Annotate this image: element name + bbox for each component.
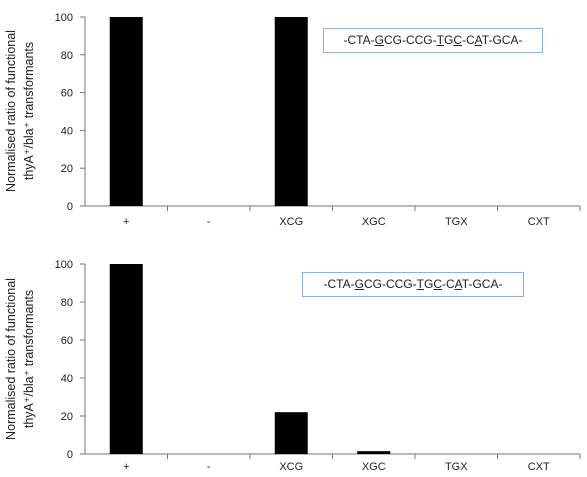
y-tick-label: 100 [55,12,73,24]
sequence-segment: -CTA- [343,33,375,47]
y-tick-label: 80 [61,297,73,309]
x-tick-label: + [123,216,129,228]
chart-bottom: 0 20 40 60 80 100 + - XCG XGC TGX CXT Normalised rat… [0,248,587,477]
sequence-segment: -CTA- [323,277,355,291]
y-tick-label: 60 [61,335,73,347]
sequence-base-underlined: T [436,33,444,47]
sequence-segment: -C [462,33,475,47]
y-tick-label: 60 [61,88,73,100]
y-tick-label: 20 [61,411,73,423]
sequence-segment: -C [442,277,455,291]
y-tick-label: 100 [55,259,73,271]
chart-top-svg: 0 20 40 60 80 100 + - XCG XGC TGX CXT Normalised rat… [4,12,581,228]
sequence-segment: CG-CCG- [383,33,437,47]
sequence-segment: T-GCA- [461,277,503,291]
sequence-segment: T-GCA- [481,33,523,47]
x-tick-label: - [207,216,211,228]
y-axis-title-line-2: thyA⁺/bla⁺ transformants [22,42,36,180]
y-tick-label: 0 [67,201,73,213]
sequence-base-underlined: A [454,277,462,291]
y-tick-label: 0 [67,449,73,461]
sequence-base-underlined: G [374,33,384,47]
y-axis-title-line-1: Normalised ratio of functional [4,278,18,440]
sequence-base-underlined: G [354,277,364,291]
y-tick-label: 80 [61,50,73,62]
sequence-base-underlined: C [453,33,462,47]
y-tick-label: 20 [61,163,73,175]
x-tick-label: XCG [279,461,303,473]
x-tick-label: CXT [528,461,550,473]
x-tick-label: XCG [279,216,303,228]
sequence-annotation-top: -CTA-GCG-CCG-TGC-CAT-GCA- [323,28,543,53]
y-axis-title-line-2: thyA⁺/bla⁺ transformants [22,290,36,428]
sequence-base-underlined: C [433,277,442,291]
bar-+ [109,264,143,454]
x-tick-label: XGC [362,216,386,228]
bar-+ [109,17,143,206]
bar-XCG [274,17,308,206]
sequence-segment: G [423,277,434,291]
sequence-base-underlined: A [474,33,482,47]
chart-bottom-svg: 0 20 40 60 80 100 + - XCG XGC TGX CXT Normalised rat… [4,259,581,473]
x-tick-label: TGX [445,216,468,228]
sequence-base-underlined: T [416,277,424,291]
chart-top: 0 20 40 60 80 100 + - XCG XGC TGX CXT Normalised rat… [4,12,581,228]
x-tick-label: TGX [445,461,468,473]
y-tick-label: 40 [61,373,73,385]
x-tick-label: CXT [528,216,550,228]
x-tick-label: - [207,461,211,473]
x-tick-label: + [123,461,129,473]
sequence-segment: CG-CCG- [363,277,417,291]
sequence-segment: G [443,33,454,47]
y-tick-label: 40 [61,125,73,137]
sequence-annotation-bottom: -CTA-GCG-CCG-TGC-CAT-GCA- [302,272,524,297]
bar-XGC [357,451,391,454]
bar-XCG [274,412,308,454]
y-axis-title-line-1: Normalised ratio of functional [4,30,18,192]
x-tick-label: XGC [362,461,386,473]
